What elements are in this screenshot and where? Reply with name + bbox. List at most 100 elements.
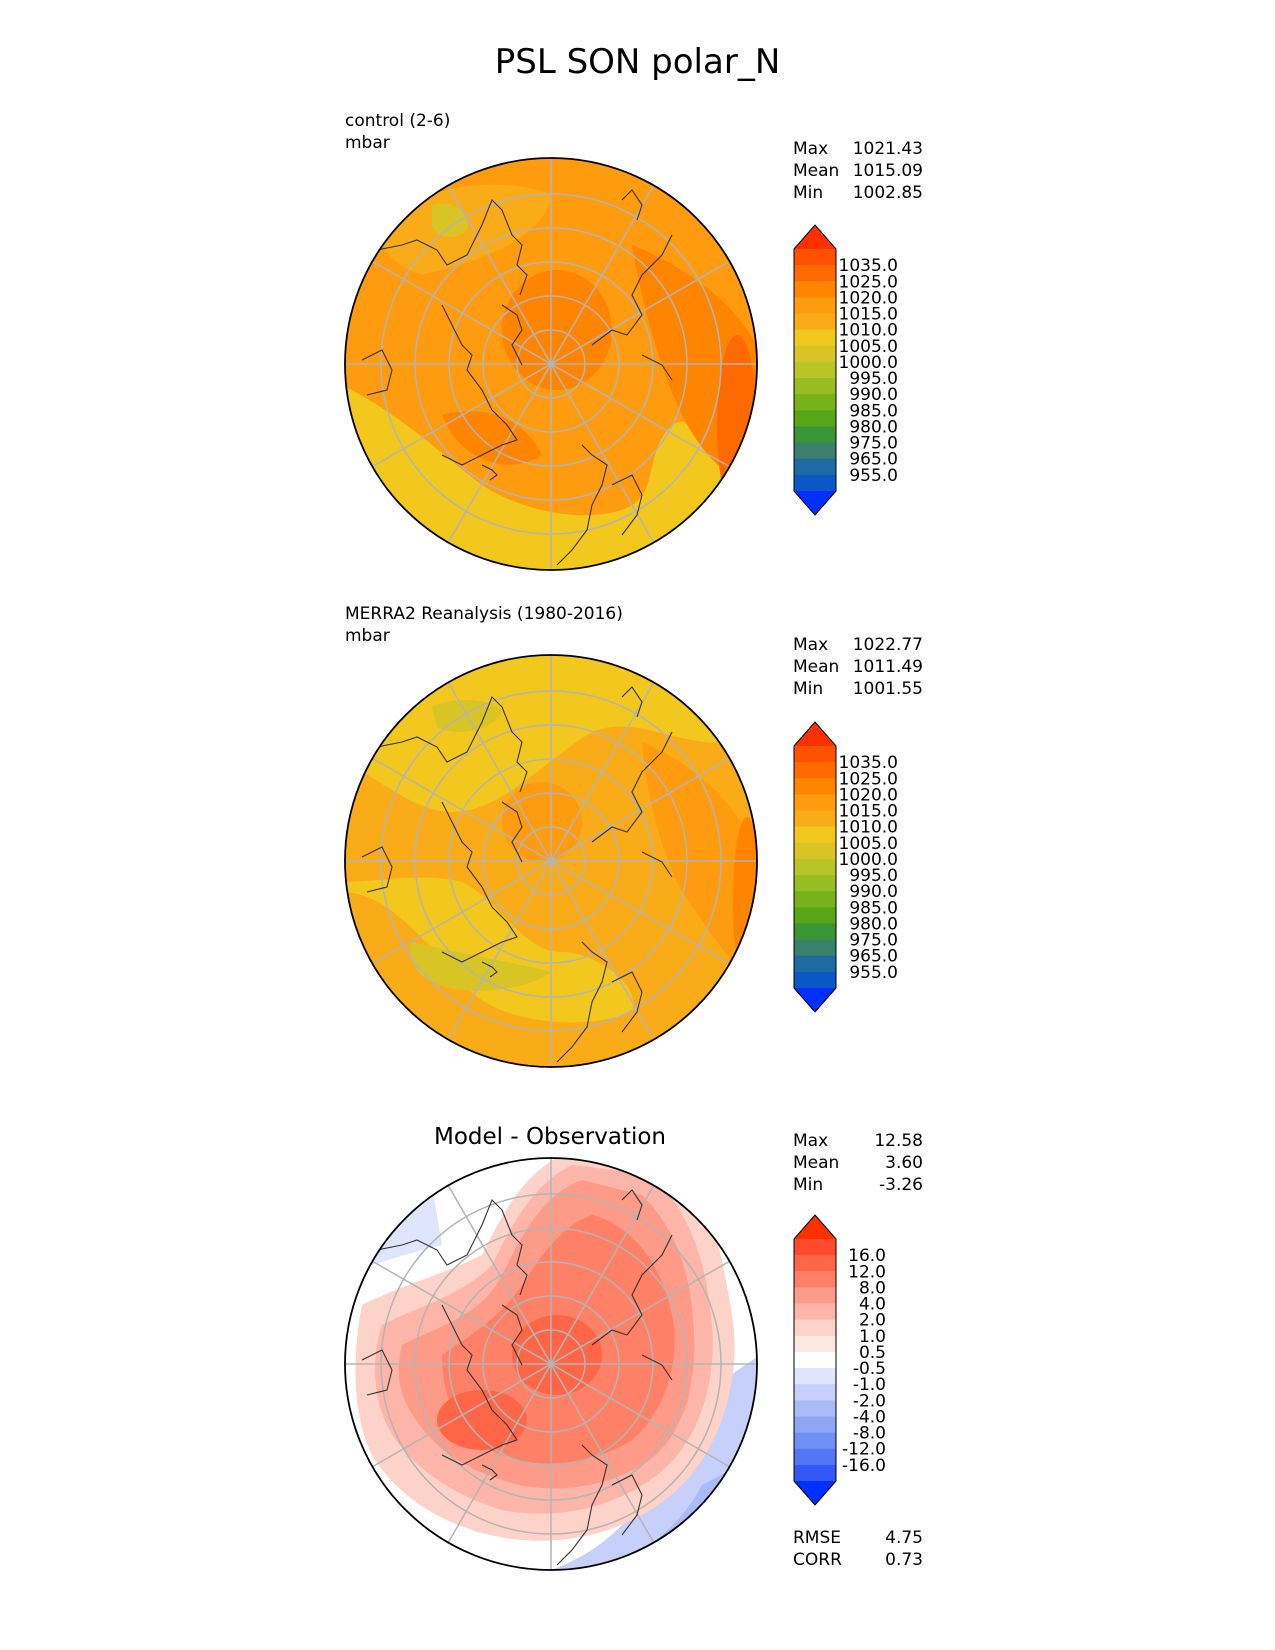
- colorbar-swatch: [794, 1400, 836, 1417]
- colorbar-tick-label: 975.0: [849, 434, 898, 454]
- colorbar-tick-label: 16.0: [848, 1246, 886, 1266]
- colorbar-swatch: [794, 858, 836, 876]
- metric-corr: CORR 0.73: [793, 1550, 923, 1570]
- colorbar-swatch: [794, 907, 836, 924]
- colorbar-tick-label: 1025.0: [839, 272, 898, 292]
- stat-mean: Mean 3.60: [793, 1153, 923, 1173]
- colorbar-tick-label: 980.0: [849, 417, 898, 437]
- colorbar-swatch: [794, 1271, 836, 1288]
- colorbar-tick-label: 990.0: [849, 385, 898, 405]
- colorbar-tick-label: 980.0: [849, 914, 898, 934]
- colorbar-swatch: [794, 1255, 836, 1272]
- colorbar-tick-label: 1000.0: [839, 850, 898, 870]
- panel-2-label: MERRA2 Reanalysis (1980-2016): [345, 604, 623, 624]
- colorbar-tick-label: 995.0: [849, 369, 898, 389]
- colorbar-swatch: [794, 378, 836, 395]
- polar-map-difference: [344, 1157, 758, 1571]
- colorbar-tick-label: -16.0: [842, 1456, 886, 1476]
- colorbar-swatch: [794, 794, 836, 812]
- colorbar-swatch: [794, 762, 836, 779]
- colorbar-swatch: [794, 394, 836, 411]
- colorbar-swatch: [794, 410, 836, 427]
- colorbar-tick-label: -1.0: [853, 1375, 886, 1395]
- panel-3-metrics: RMSE 4.75 CORR 0.73: [793, 1527, 923, 1571]
- colorbar-swatch: [794, 249, 836, 266]
- stat-max: Max 1022.77: [793, 635, 923, 655]
- colorbar-tick-label: 1020.0: [839, 288, 898, 308]
- colorbar-swatch: [794, 426, 836, 444]
- colorbar-swatch: [794, 810, 836, 828]
- colorbar-merra2: 1035.01025.01020.01015.01010.01005.01000…: [793, 721, 898, 1013]
- colorbar-swatch: [794, 1319, 836, 1337]
- graticule: [345, 158, 757, 570]
- stat-mean: Mean 1015.09: [793, 161, 923, 181]
- colorbar-swatch: [794, 1384, 836, 1401]
- colorbar-tick-label: 1005.0: [839, 337, 898, 357]
- colorbar-tick-label: 985.0: [849, 401, 898, 421]
- colorbar-tick-label: 1020.0: [839, 785, 898, 805]
- colorbar-tick-label: 8.0: [859, 1278, 886, 1298]
- colorbar-outline: [793, 1214, 837, 1506]
- colorbar-swatch: [794, 1239, 836, 1256]
- figure-title: PSL SON polar_N: [494, 42, 781, 82]
- colorbar-tick-label: -4.0: [853, 1407, 886, 1427]
- colorbar-tick-label: 985.0: [849, 898, 898, 918]
- colorbar-swatch: [794, 1351, 836, 1369]
- colorbar-swatch: [794, 297, 836, 315]
- panel-2-units: mbar: [345, 626, 390, 646]
- colorbar-control: 1035.01025.01020.01015.01010.01005.01000…: [793, 224, 898, 516]
- colorbar-swatch: [794, 778, 836, 795]
- colorbar-swatch: [794, 826, 836, 844]
- colorbar-tick-label: 975.0: [849, 931, 898, 951]
- colorbar-tick-label: 1035.0: [839, 753, 898, 773]
- colorbar-tick-label: 0.5: [859, 1343, 886, 1363]
- colorbar-tick-label: 12.0: [848, 1262, 886, 1282]
- colorbar-swatch: [794, 746, 836, 763]
- coastlines: [361, 189, 673, 566]
- colorbar-swatch: [794, 474, 836, 492]
- colorbar-swatch: [794, 939, 836, 957]
- colorbar-extend-max: [794, 722, 836, 746]
- panel-3-stats: Max 12.58 Mean 3.60 Min -3.26: [793, 1130, 923, 1196]
- colorbar-tick-label: 995.0: [849, 866, 898, 886]
- colorbar-tick-label: 1015.0: [839, 802, 898, 822]
- colorbar-tick-label: 1010.0: [839, 321, 898, 341]
- colorbar-swatch: [794, 955, 836, 973]
- colorbar-tick-label: 1010.0: [839, 818, 898, 838]
- colorbar-swatch: [794, 1368, 836, 1385]
- colorbar-tick-label: 955.0: [849, 963, 898, 983]
- colorbar-tick-label: -2.0: [853, 1391, 886, 1411]
- colorbar-swatch: [794, 361, 836, 379]
- colorbar-swatch: [794, 265, 836, 282]
- colorbar-tick-label: 1.0: [859, 1327, 886, 1347]
- stat-max: Max 12.58: [793, 1131, 923, 1151]
- colorbar-swatch: [794, 313, 836, 331]
- colorbar-extend-max: [794, 225, 836, 249]
- stat-min: Min 1002.85: [793, 183, 923, 203]
- colorbar-swatch: [794, 442, 836, 460]
- panel-2-stats: Max 1022.77 Mean 1011.49 Min 1001.55: [793, 634, 923, 700]
- colorbar-tick-label: 1005.0: [839, 834, 898, 854]
- panel-2-header: MERRA2 Reanalysis (1980-2016) mbar: [345, 603, 623, 647]
- colorbar-tick-label: 990.0: [849, 882, 898, 902]
- stat-max: Max 1021.43: [793, 139, 923, 159]
- colorbar-extend-min: [794, 988, 836, 1012]
- colorbar-swatch: [794, 875, 836, 892]
- panel-1-units: mbar: [345, 133, 390, 153]
- panel-1-label: control (2-6): [345, 111, 451, 131]
- colorbar-tick-label: 965.0: [849, 947, 898, 967]
- colorbar-tick-label: 1025.0: [839, 769, 898, 789]
- colorbar-swatch: [794, 1432, 836, 1450]
- colorbar-swatch: [794, 923, 836, 941]
- metric-rmse: RMSE 4.75: [793, 1528, 923, 1548]
- colorbar-swatch: [794, 971, 836, 989]
- colorbar-extend-max: [794, 1215, 836, 1239]
- colorbar-swatch: [794, 1287, 836, 1305]
- diff-panel-title: Model - Observation: [433, 1124, 667, 1150]
- colorbar-swatch: [794, 1335, 836, 1353]
- colorbar-swatch: [794, 1303, 836, 1321]
- colorbar-swatch: [794, 1416, 836, 1434]
- colorbar-difference: 16.012.08.04.02.01.00.5-0.5-1.0-2.0-4.0-…: [793, 1214, 886, 1506]
- colorbar-outline: [793, 721, 837, 1013]
- colorbar-tick-label: 4.0: [859, 1295, 886, 1315]
